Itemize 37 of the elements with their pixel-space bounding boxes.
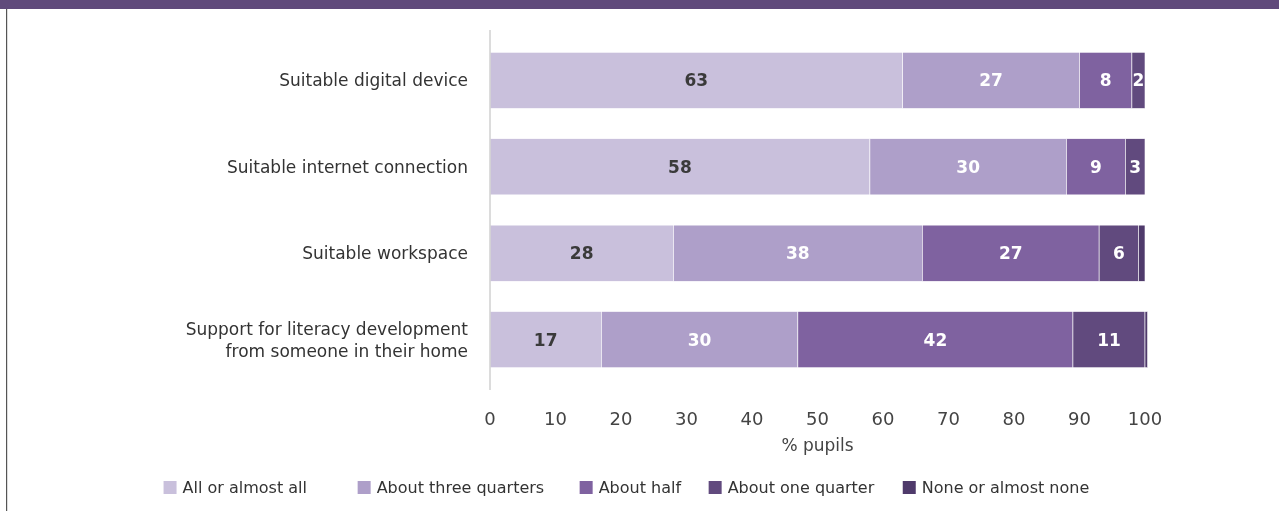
data-label: 27 xyxy=(998,243,1023,264)
x-tick-label: 90 xyxy=(1068,408,1091,429)
data-label: 3 xyxy=(1129,156,1142,177)
data-label: 42 xyxy=(923,329,948,350)
legend-label: All or almost all xyxy=(182,478,307,497)
data-label: 30 xyxy=(687,329,712,350)
data-label: 58 xyxy=(668,156,692,177)
x-tick-label: 0 xyxy=(484,408,496,429)
data-label: 28 xyxy=(569,243,594,264)
y-tick-label: Suitable workspace xyxy=(302,243,468,264)
x-tick-label: 100 xyxy=(1127,408,1163,429)
x-tick-label: 60 xyxy=(871,408,895,429)
x-axis-title: % pupils xyxy=(781,435,854,455)
data-label: 2 xyxy=(1132,70,1145,91)
x-tick-label: 20 xyxy=(609,408,633,429)
legend-label: None or almost none xyxy=(921,478,1090,497)
data-label: 30 xyxy=(956,156,981,177)
data-label: 27 xyxy=(979,70,1003,91)
data-label: 63 xyxy=(684,70,709,91)
data-label: 17 xyxy=(533,329,558,350)
x-tick-label: 30 xyxy=(675,408,698,429)
x-tick-label: 80 xyxy=(1002,408,1026,429)
x-tick-label: 70 xyxy=(937,408,960,429)
data-label: 6 xyxy=(1112,243,1125,264)
x-tick-label: 50 xyxy=(806,408,829,429)
data-label: 8 xyxy=(1099,70,1112,91)
y-tick-label: Support for literacy development from someone in their home xyxy=(185,318,469,361)
data-label: 9 xyxy=(1089,156,1102,177)
x-tick-label: 40 xyxy=(740,408,764,429)
y-tick-label: Suitable internet connection xyxy=(226,156,468,177)
data-label: 11 xyxy=(1097,329,1121,350)
legend-label: About half xyxy=(598,478,682,497)
data-label: 38 xyxy=(786,243,810,264)
y-tick-label: Suitable digital device xyxy=(279,70,468,91)
legend-label: About one quarter xyxy=(727,478,875,497)
x-tick-label: 10 xyxy=(544,408,567,429)
legend-label: About three quarters xyxy=(376,478,545,497)
